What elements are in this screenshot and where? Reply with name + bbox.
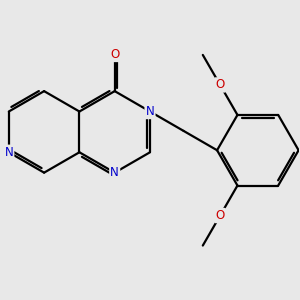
Text: O: O [215, 78, 225, 92]
Text: O: O [110, 48, 119, 61]
Text: N: N [110, 166, 119, 179]
Text: N: N [146, 105, 154, 118]
Text: N: N [4, 146, 13, 159]
Text: O: O [215, 209, 225, 222]
